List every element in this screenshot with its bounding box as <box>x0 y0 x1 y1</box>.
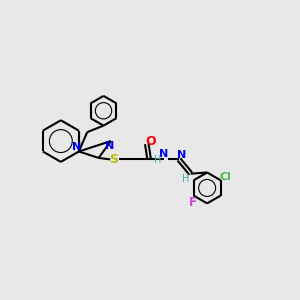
Text: N: N <box>72 142 81 152</box>
Text: H: H <box>154 155 161 165</box>
Text: Cl: Cl <box>220 172 232 182</box>
Text: S: S <box>110 153 118 166</box>
Text: N: N <box>105 141 114 152</box>
Text: N: N <box>159 149 169 159</box>
Text: H: H <box>182 174 189 184</box>
Text: N: N <box>177 150 186 160</box>
Text: O: O <box>145 135 156 148</box>
Text: F: F <box>189 196 197 209</box>
